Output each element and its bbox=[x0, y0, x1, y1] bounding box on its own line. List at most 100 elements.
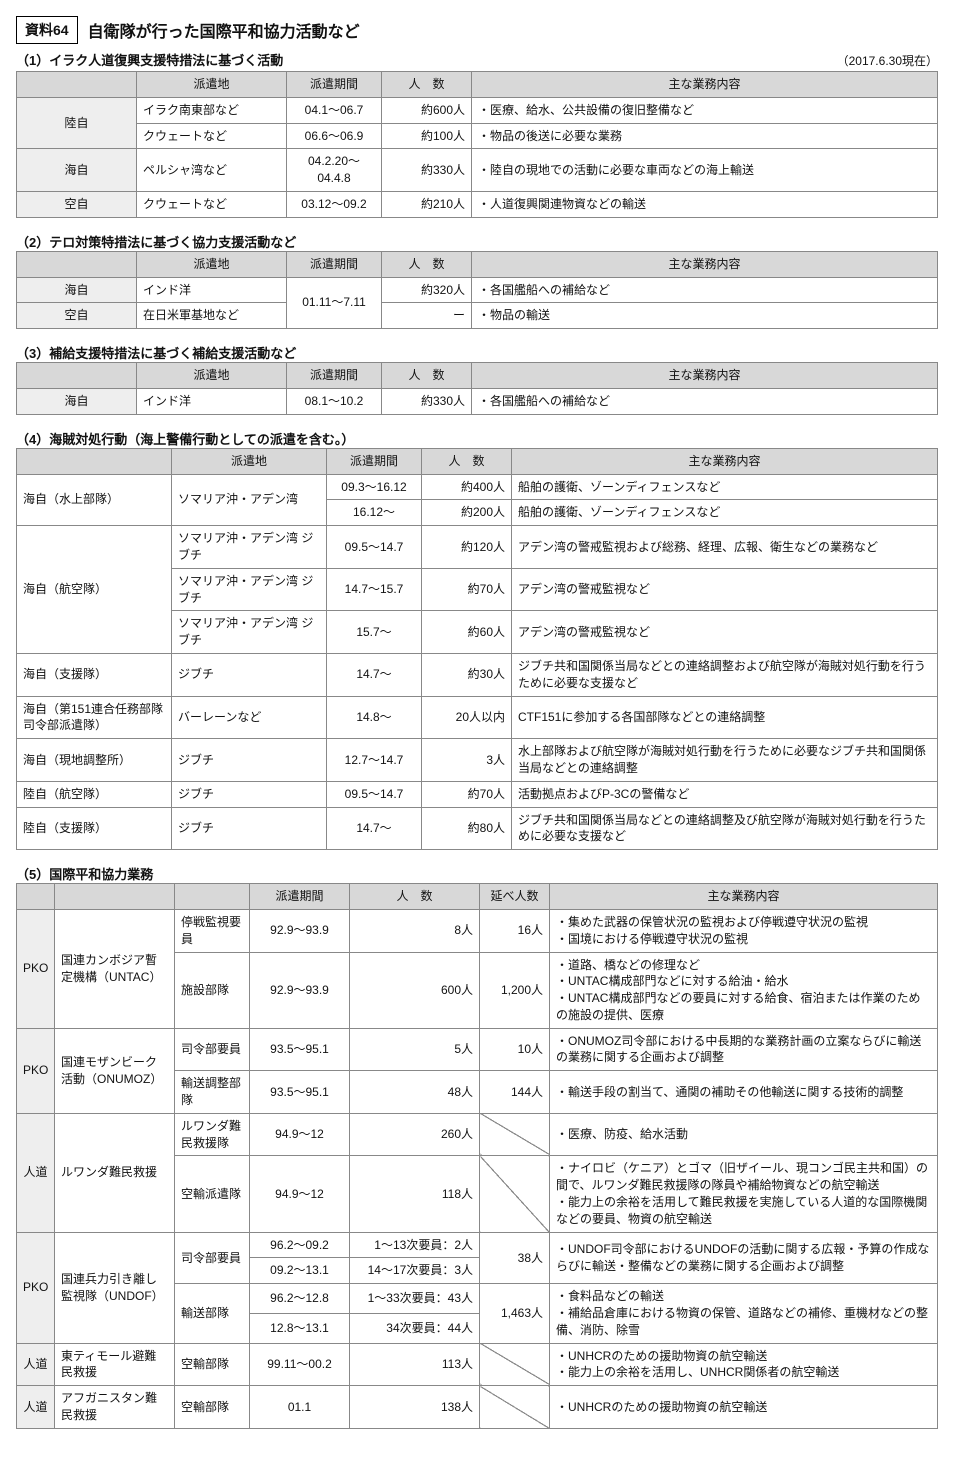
table-row: PKO国連モザンビーク活動（ONUMOZ）司令部要員93.5～95.15人10人… bbox=[17, 1028, 938, 1071]
cell: 約100人 bbox=[382, 123, 472, 149]
col-count: 人 数 bbox=[422, 448, 512, 474]
cell: ・陸自の現地での活動に必要な車両などの海上輸送 bbox=[472, 149, 938, 192]
cell: 水上部隊および航空隊が海賊対処行動を行うために必要なジブチ共和国関係当局などとの… bbox=[512, 739, 938, 782]
cell: ジブチ共和国関係当局などとの連絡調整及び航空隊が海賊対処行動を行うために必要な支… bbox=[512, 807, 938, 850]
cell: 3人 bbox=[422, 739, 512, 782]
cell: 138人 bbox=[350, 1386, 480, 1429]
cell bbox=[480, 1113, 550, 1156]
cell: 04.1～06.7 bbox=[287, 97, 382, 123]
cell: 09.5～14.7 bbox=[327, 526, 422, 569]
cell: 16.12～ bbox=[327, 500, 422, 526]
table-row: 海自（航空隊）ソマリア沖・アデン湾 ジブチ09.5～14.7約120人アデン湾の… bbox=[17, 526, 938, 569]
cell: 600人 bbox=[350, 952, 480, 1028]
col-content: 主な業務内容 bbox=[472, 363, 938, 389]
cell: ・UNHCRのための援助物資の航空輸送・能力上の余裕を活用し、UNHCR関係者の… bbox=[550, 1343, 938, 1386]
table-row: 人道ルワンダ難民救援ルワンダ難民救援隊94.9～12260人・医療、防疫、給水活… bbox=[17, 1113, 938, 1156]
cell: 09.2～13.1 bbox=[250, 1258, 350, 1284]
cell: 144人 bbox=[480, 1071, 550, 1114]
cell: 03.12～09.2 bbox=[287, 191, 382, 217]
cell: 約200人 bbox=[422, 500, 512, 526]
cell: 人道 bbox=[17, 1113, 55, 1232]
cell: 海自 bbox=[17, 388, 137, 414]
cell: 34次要員：44人 bbox=[350, 1313, 480, 1343]
cell: アデン湾の警戒監視など bbox=[512, 611, 938, 654]
cell: 14.8～ bbox=[327, 696, 422, 739]
cell: 陸自 bbox=[17, 97, 137, 149]
col-blank bbox=[175, 884, 250, 910]
cell: ・各国艦船への補給など bbox=[472, 388, 938, 414]
cell: 空輸部隊 bbox=[175, 1386, 250, 1429]
table-row: 人道東ティモール避難民救援空輸部隊99.11～00.2113人・UNHCRのため… bbox=[17, 1343, 938, 1386]
cell: ・ONUMOZ司令部における中長期的な業務計画の立案ならびに輸送の業務に関する企… bbox=[550, 1028, 938, 1071]
cell: 約70人 bbox=[422, 568, 512, 611]
col-content: 主な業務内容 bbox=[512, 448, 938, 474]
cell: ・UNDOF司令部におけるUNDOFの活動に関する広報・予算の作成ならびに輸送・… bbox=[550, 1232, 938, 1284]
col-period: 派遣期間 bbox=[327, 448, 422, 474]
table-section5: 派遣期間 人 数 延べ人数 主な業務内容 PKO国連カンボジア暫定機構（UNTA… bbox=[16, 883, 938, 1429]
cell: 約210人 bbox=[382, 191, 472, 217]
cell: 8人 bbox=[350, 909, 480, 952]
cell: 1,463人 bbox=[480, 1284, 550, 1343]
cell: 118人 bbox=[350, 1156, 480, 1232]
cell: ・ナイロビ（ケニア）とゴマ（旧ザイール、現コンゴ民主共和国）の間で、ルワンダ難民… bbox=[550, 1156, 938, 1232]
cell: 停戦監視要員 bbox=[175, 909, 250, 952]
cell: 38人 bbox=[480, 1232, 550, 1284]
col-place: 派遣地 bbox=[137, 363, 287, 389]
col-blank bbox=[17, 448, 172, 474]
cell: 司令部要員 bbox=[175, 1232, 250, 1284]
cell: PKO bbox=[17, 909, 55, 1028]
col-period: 派遣期間 bbox=[250, 884, 350, 910]
cell: 92.9～93.9 bbox=[250, 952, 350, 1028]
cell: 空輸派遣隊 bbox=[175, 1156, 250, 1232]
cell: 96.2～09.2 bbox=[250, 1232, 350, 1258]
col-blank bbox=[55, 884, 175, 910]
cell: 94.9～12 bbox=[250, 1156, 350, 1232]
cell: 10人 bbox=[480, 1028, 550, 1071]
table-row: クウェートなど06.6～06.9約100人・物品の後送に必要な業務 bbox=[17, 123, 938, 149]
cell: 人道 bbox=[17, 1343, 55, 1386]
asof: （2017.6.30現在） bbox=[837, 52, 938, 69]
cell: 海自（支援隊） bbox=[17, 653, 172, 696]
cell: 約400人 bbox=[422, 474, 512, 500]
col-blank bbox=[17, 363, 137, 389]
col-period: 派遣期間 bbox=[287, 363, 382, 389]
section-title: （1）イラク人道復興支援特措法に基づく活動 bbox=[16, 50, 283, 69]
cell: 人道 bbox=[17, 1386, 55, 1429]
cell: 海自（現地調整所） bbox=[17, 739, 172, 782]
section-title: （2）テロ対策特措法に基づく協力支援活動など bbox=[16, 232, 938, 251]
cell: 09.5～14.7 bbox=[327, 781, 422, 807]
table-section4: 派遣地 派遣期間 人 数 主な業務内容 海自（水上部隊）ソマリア沖・アデン湾09… bbox=[16, 448, 938, 850]
col-blank bbox=[17, 72, 137, 98]
cell: ソマリア沖・アデン湾 ジブチ bbox=[172, 568, 327, 611]
col-blank bbox=[17, 884, 55, 910]
col-count: 人 数 bbox=[350, 884, 480, 910]
cell: 01.11～7.11 bbox=[287, 277, 382, 329]
cell: PKO bbox=[17, 1232, 55, 1343]
cell: 99.11～00.2 bbox=[250, 1343, 350, 1386]
col-count: 人 数 bbox=[382, 363, 472, 389]
cell: 1,200人 bbox=[480, 952, 550, 1028]
table-section1: 派遣地派遣期間人 数主な業務内容陸自イラク南東部など04.1～06.7約600人… bbox=[16, 71, 938, 218]
cell: 09.3～16.12 bbox=[327, 474, 422, 500]
cell: 12.8～13.1 bbox=[250, 1313, 350, 1343]
cell: 12.7～14.7 bbox=[327, 739, 422, 782]
cell: クウェートなど bbox=[137, 123, 287, 149]
cell: イラク南東部など bbox=[137, 97, 287, 123]
col-blank bbox=[17, 251, 137, 277]
cell: 93.5～95.1 bbox=[250, 1028, 350, 1071]
cell: クウェートなど bbox=[137, 191, 287, 217]
cell: 92.9～93.9 bbox=[250, 909, 350, 952]
cell: ペルシャ湾など bbox=[137, 149, 287, 192]
cell: 14.7～15.7 bbox=[327, 568, 422, 611]
section4-title: （4）海賊対処行動（海上警備行動としての派遣を含む。） bbox=[16, 429, 938, 448]
table-section2: 派遣地派遣期間人 数主な業務内容海自インド洋01.11～7.11約320人・各国… bbox=[16, 251, 938, 329]
cell: アデン湾の警戒監視など bbox=[512, 568, 938, 611]
cell: インド洋 bbox=[137, 388, 287, 414]
cell: 113人 bbox=[350, 1343, 480, 1386]
cell: インド洋 bbox=[137, 277, 287, 303]
cell: ・医療、給水、公共設備の復旧整備など bbox=[472, 97, 938, 123]
cell: ルワンダ難民救援 bbox=[55, 1113, 175, 1232]
doc-badge: 資料64 bbox=[16, 16, 78, 44]
table-row: 陸自（支援隊）ジブチ14.7～約80人ジブチ共和国関係当局などとの連絡調整及び航… bbox=[17, 807, 938, 850]
cell: ・各国艦船への補給など bbox=[472, 277, 938, 303]
